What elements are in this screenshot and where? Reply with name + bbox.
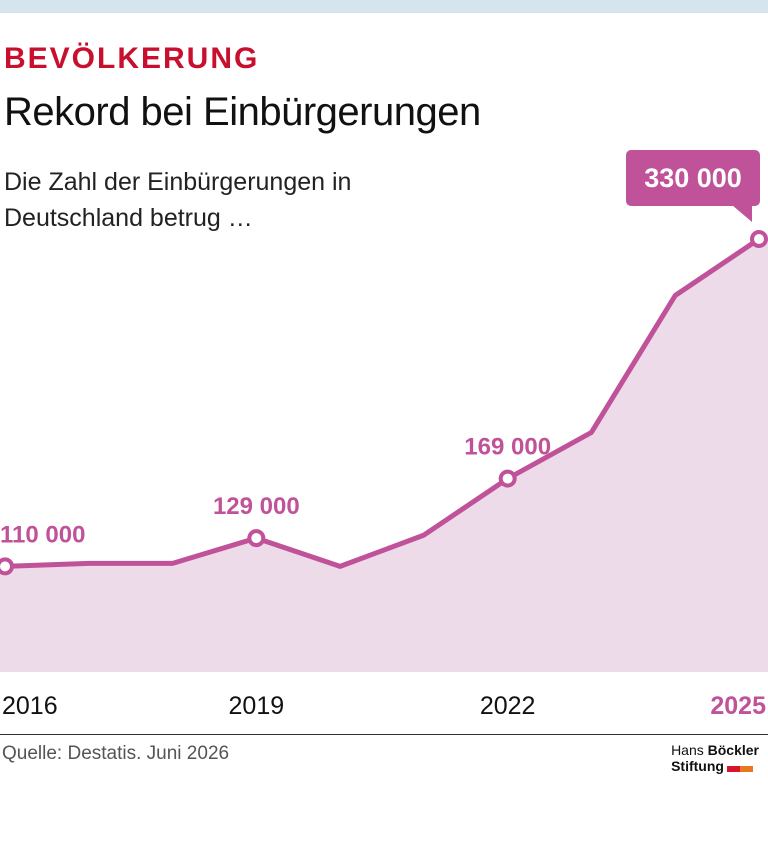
data-point-marker-2025 (750, 230, 768, 248)
area-layer (0, 239, 768, 672)
logo-text-boeckler: Böckler (707, 742, 759, 758)
tick-layer: 2016 2019 2022 2025 (2, 692, 766, 720)
x-tick-label-2019: 2019 (229, 692, 285, 720)
line-layer (0, 236, 762, 569)
data-label-2022: 169 000 (464, 434, 551, 461)
x-tick-label-2025: 2025 (710, 692, 766, 720)
area-chart: 110 000 129 000 169 000 330 000 2016 2019 202… (0, 150, 768, 720)
logo-text-hans: Hans (671, 742, 708, 758)
callout-pointer (732, 205, 752, 222)
data-point-marker-2022 (498, 469, 517, 488)
x-tick-label-2016: 2016 (2, 692, 58, 720)
label-layer: 110 000 129 000 169 000 330 000 (0, 150, 760, 548)
callout-2025: 330 000 (626, 150, 760, 222)
chart-subtitle: Die Zahl der Einbürgerungen in Deutschla… (4, 168, 352, 232)
logo-color-bar (726, 759, 753, 775)
x-tick-label-2022: 2022 (480, 692, 536, 720)
logo-text-stiftung: Stiftung (671, 758, 724, 774)
area-fill (0, 239, 768, 672)
hans-boeckler-stiftung-logo: Hans Böckler Stiftung (671, 742, 759, 775)
series-line (0, 236, 762, 569)
marker-layer (0, 230, 768, 576)
data-label-2016: 110 000 (0, 521, 85, 548)
x-axis-baseline (0, 734, 768, 735)
data-label-2025: 330 000 (644, 163, 742, 193)
data-label-2019: 129 000 (213, 493, 300, 520)
callout-box (626, 150, 760, 206)
top-bar (0, 0, 768, 13)
chart-title: Rekord bei Einbürgerungen (4, 90, 481, 134)
data-point-marker-2016 (0, 557, 14, 576)
kicker: BEVÖLKERUNG (4, 42, 260, 75)
data-point-marker-2019 (247, 529, 266, 548)
source-note: Quelle: Destatis. Juni 2026 (2, 743, 230, 764)
